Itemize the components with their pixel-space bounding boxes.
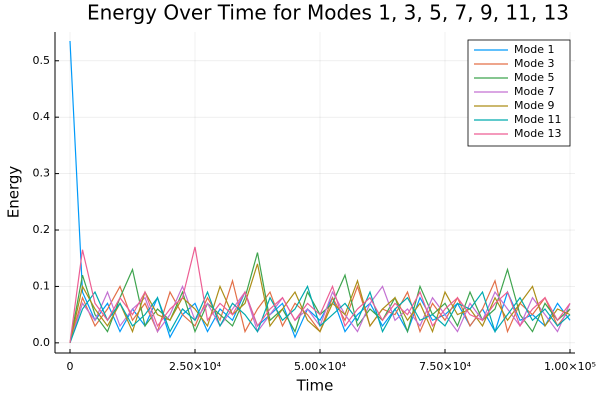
series-line: [69, 246, 571, 343]
legend-label: Mode 5: [514, 71, 554, 84]
y-tick-label: 0.1: [33, 279, 51, 292]
legend-label: Mode 11: [514, 113, 561, 126]
x-tick-label: 2.50×10⁴: [169, 360, 222, 373]
x-tick-label: 1.00×10⁵: [544, 360, 596, 373]
y-tick-label: 0.5: [33, 54, 51, 67]
legend-label: Mode 1: [514, 43, 554, 56]
x-axis-label: Time: [296, 377, 334, 395]
legend-label: Mode 3: [514, 57, 554, 70]
x-tick-label: 5.00×10⁴: [294, 360, 347, 373]
x-tick-label: 7.50×10⁴: [419, 360, 472, 373]
series-line: [69, 263, 571, 343]
y-axis-label: Energy: [5, 166, 23, 219]
y-tick-label: 0.2: [33, 223, 51, 236]
legend-label: Mode 7: [514, 85, 554, 98]
y-tick-label: 0.0: [33, 336, 51, 349]
x-tick-label: 0: [67, 360, 74, 373]
chart-title: Energy Over Time for Modes 1, 3, 5, 7, 9…: [87, 1, 569, 25]
y-tick-label: 0.3: [33, 167, 51, 180]
series-line: [69, 284, 571, 344]
legend-label: Mode 9: [514, 99, 554, 112]
legend-label: Mode 13: [514, 127, 561, 140]
y-tick-label: 0.4: [33, 110, 51, 123]
legend-box: [467, 39, 571, 147]
